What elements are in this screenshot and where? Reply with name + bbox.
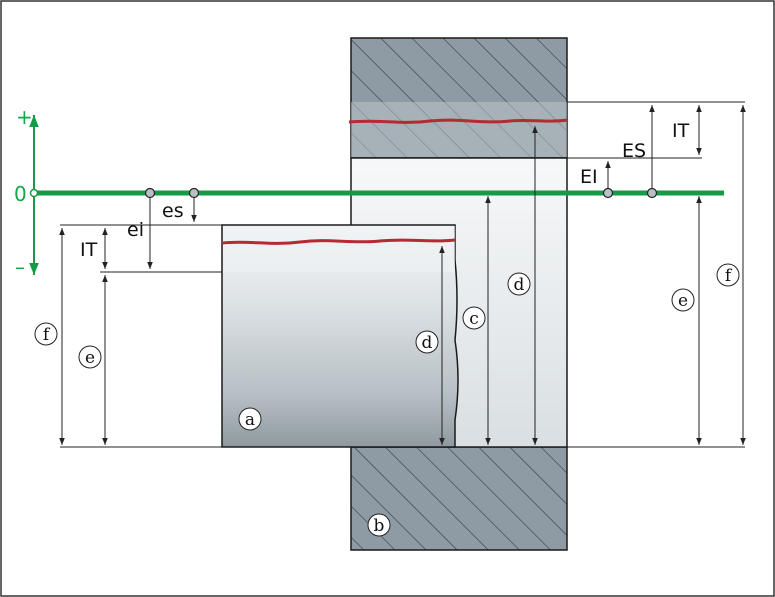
axis-minus: – <box>15 255 25 279</box>
shaft-surface-line <box>221 238 456 245</box>
shaft-tolerance-zone <box>223 226 455 272</box>
circle-a: a <box>238 407 262 431</box>
label-ES: ES <box>622 140 646 162</box>
svg-text:e: e <box>85 348 95 368</box>
circle-f-hole: f <box>716 263 740 287</box>
label-it-hole: IT <box>672 120 690 142</box>
svg-text:f: f <box>43 325 51 345</box>
shaft <box>221 224 459 448</box>
svg-text:a: a <box>245 410 255 430</box>
circle-c: c <box>462 306 486 330</box>
svg-text:d: d <box>422 333 433 353</box>
circle-d-shaft: d <box>415 330 439 354</box>
ES-marker <box>646 187 658 199</box>
svg-text:e: e <box>678 291 688 311</box>
svg-text:d: d <box>514 275 525 295</box>
label-es: es <box>162 200 184 222</box>
circle-b: b <box>367 513 391 537</box>
circle-f-shaft: f <box>34 322 58 346</box>
label-it-shaft: IT <box>80 239 98 261</box>
shaft-body <box>221 224 459 448</box>
hole-surface-line <box>348 118 568 124</box>
EI-marker <box>602 187 614 199</box>
ei-marker <box>144 187 156 199</box>
svg-text:c: c <box>469 309 479 329</box>
axis-plus: + <box>16 105 33 129</box>
circle-e-hole: e <box>671 288 695 312</box>
svg-text:b: b <box>374 516 385 536</box>
svg-text:f: f <box>725 266 733 286</box>
circle-d-hole: d <box>507 272 531 296</box>
origin-marker <box>29 188 39 198</box>
label-ei: ei <box>127 219 144 241</box>
circle-e-shaft: e <box>78 345 102 369</box>
label-EI: EI <box>580 166 598 188</box>
zero-line-markers <box>144 187 658 199</box>
hole-tolerance-zone <box>351 102 567 158</box>
axis-zero: 0 <box>14 182 27 206</box>
es-marker <box>188 187 200 199</box>
